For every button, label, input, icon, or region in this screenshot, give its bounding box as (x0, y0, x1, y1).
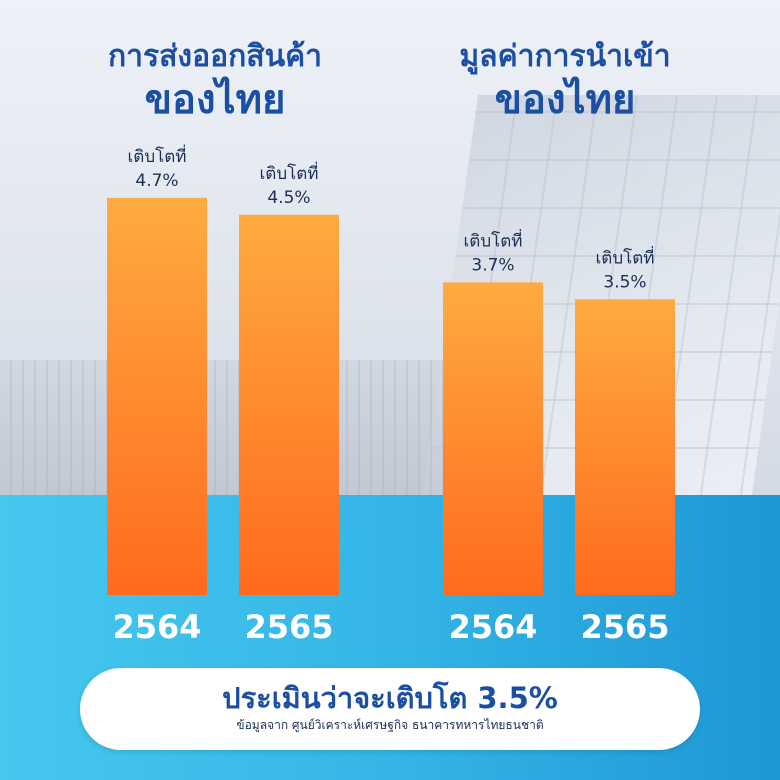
import-heading-line2: ของไทย (494, 77, 636, 123)
export-bar-2565 (239, 214, 339, 595)
export-tick-2564: 2564 (112, 608, 201, 646)
import-tick-2564: 2564 (448, 608, 537, 646)
summary-text: ประเมินว่าจะเติบโต 3.5% (222, 681, 558, 715)
import-label-value-2564: 3.7% (471, 255, 514, 275)
import-label-growth-2564: เติบโตที่ (463, 228, 522, 251)
background-roof (0, 360, 460, 495)
import-tick-2565: 2565 (580, 608, 669, 646)
export-label-growth-2565: เติบโตที่ (259, 161, 318, 184)
summary-pill: ประเมินว่าจะเติบโต 3.5% ข้อมูลจาก ศูนย์ว… (80, 668, 700, 750)
import-bar-2565 (575, 299, 675, 595)
export-label-growth-2564: เติบโตที่ (127, 144, 186, 167)
export-heading: การส่งออกสินค้า ของไทย (80, 38, 350, 124)
export-bar-2564 (107, 197, 207, 595)
export-label-value-2564: 4.7% (135, 171, 178, 191)
source-text: ข้อมูลจาก ศูนย์วิเคราะห์เศรษฐกิจ ธนาคารท… (236, 718, 544, 732)
export-tick-2565: 2565 (244, 608, 333, 646)
export-heading-line1: การส่งออกสินค้า (107, 39, 322, 74)
import-heading: มูลค่าการนำเข้า ของไทย (420, 38, 710, 124)
import-bar-2564 (443, 282, 543, 595)
export-heading-line2: ของไทย (144, 77, 286, 123)
import-label-value-2565: 3.5% (603, 272, 646, 292)
import-label-growth-2565: เติบโตที่ (595, 245, 654, 268)
export-label-value-2565: 4.5% (267, 188, 310, 208)
import-heading-line1: มูลค่าการนำเข้า (459, 39, 671, 74)
